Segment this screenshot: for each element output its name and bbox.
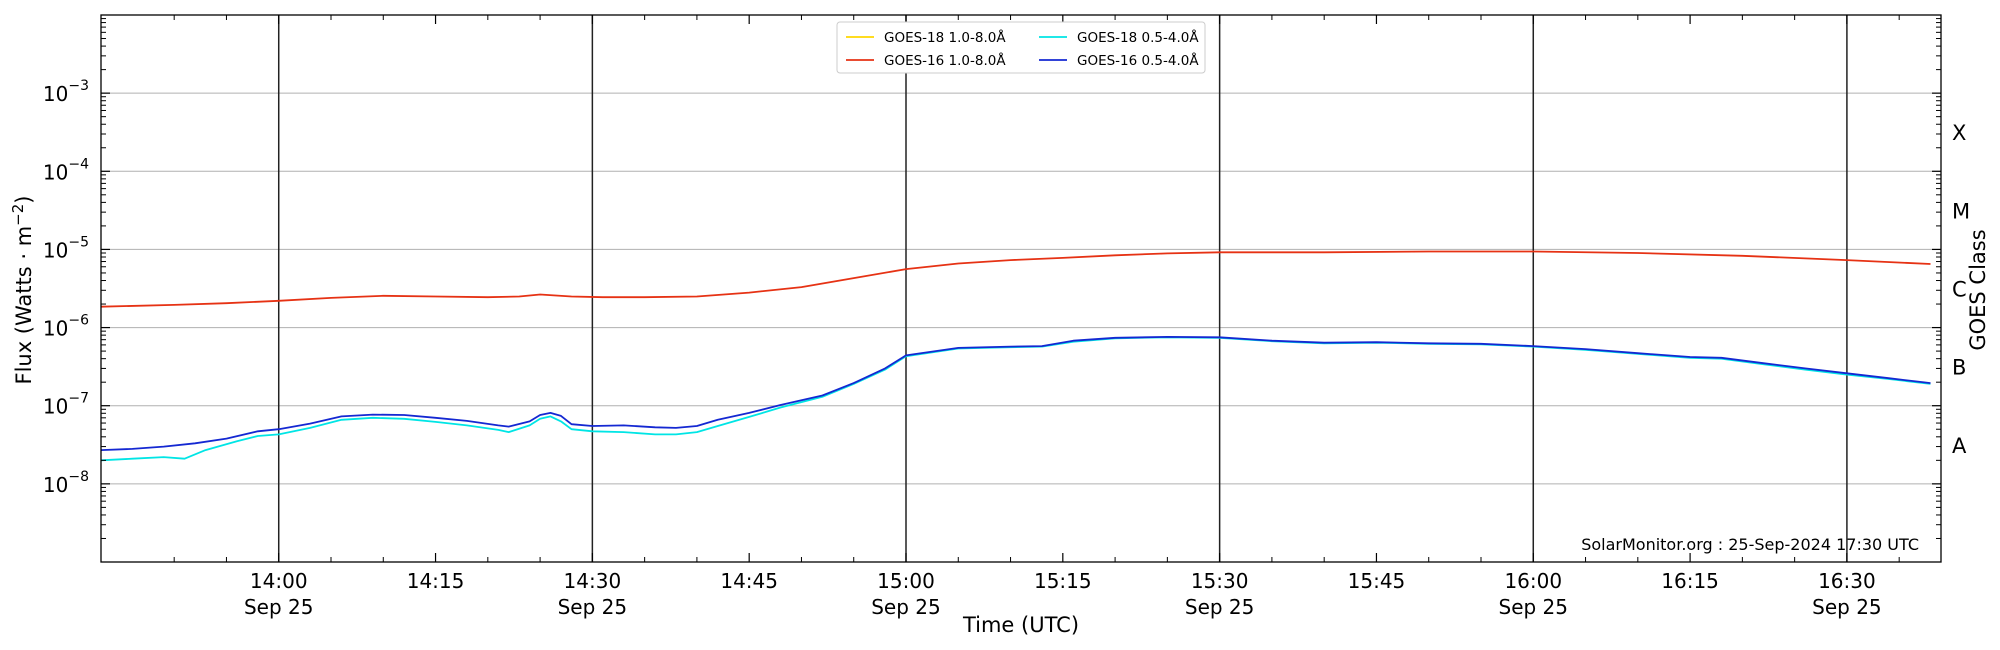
x-axis-title: Time (UTC) bbox=[962, 613, 1079, 637]
watermark: SolarMonitor.org : 25-Sep-2024 17:30 UTC bbox=[1581, 535, 1919, 554]
y-tick-labels: 10−810−710−610−510−410−3 bbox=[43, 78, 89, 497]
y-tick-exponent: −4 bbox=[68, 156, 89, 172]
series-line-2 bbox=[100, 336, 1931, 462]
series-line-1 bbox=[100, 250, 1931, 308]
y-axis-title: Flux (Watts · m−2) bbox=[9, 195, 36, 384]
y-tick-base: 10 bbox=[43, 395, 68, 419]
y-tick-exponent: −8 bbox=[68, 469, 89, 485]
y-axis-title-main: Flux (Watts · m bbox=[12, 226, 36, 385]
legend-box bbox=[836, 21, 1206, 74]
goes-class-labels: A B C M X bbox=[1952, 121, 1970, 458]
y-tick-label: 10−6 bbox=[43, 313, 89, 341]
y-tick-exponent: −3 bbox=[68, 78, 89, 94]
x-tick-label-time: 14:15 bbox=[407, 569, 465, 593]
goes-class-label: C bbox=[1952, 278, 1967, 302]
x-tick-label-date: Sep 25 bbox=[1185, 595, 1255, 619]
y-tick-label: 10−8 bbox=[43, 469, 89, 497]
x-tick-label-date: Sep 25 bbox=[1499, 595, 1569, 619]
y-tick-label: 10−4 bbox=[43, 156, 89, 184]
goes-class-label: X bbox=[1952, 121, 1966, 145]
x-tick-label-date: Sep 25 bbox=[1812, 595, 1882, 619]
y-tick-exponent: −5 bbox=[68, 234, 89, 250]
x-tick-label-date: Sep 25 bbox=[558, 595, 628, 619]
legend: GOES-18 1.0-8.0Å GOES-16 1.0-8.0Å GOES-18 … bbox=[836, 21, 1206, 74]
y-axis-title-end: ) bbox=[12, 195, 36, 203]
x-tick-label-time: 15:30 bbox=[1191, 569, 1249, 593]
x-tick-label-time: 14:00 bbox=[250, 569, 308, 593]
y-tick-label: 10−7 bbox=[43, 391, 89, 419]
x-tick-label-time: 15:15 bbox=[1034, 569, 1092, 593]
y-tick-base: 10 bbox=[43, 160, 68, 184]
legend-label-1: GOES-16 1.0-8.0Å bbox=[884, 52, 1006, 69]
x-tick-label-time: 16:00 bbox=[1504, 569, 1562, 593]
right-axis-title: GOES Class bbox=[1966, 229, 1990, 350]
y-tick-base: 10 bbox=[43, 473, 68, 497]
y-tick-label: 10−3 bbox=[43, 78, 89, 106]
x-tick-label-date: Sep 25 bbox=[871, 595, 941, 619]
x-tick-label-time: 16:15 bbox=[1661, 569, 1719, 593]
x-tick-label-time: 14:45 bbox=[720, 569, 778, 593]
y-tick-base: 10 bbox=[43, 238, 68, 262]
legend-label-3: GOES-16 0.5-4.0Å bbox=[1077, 52, 1199, 69]
series-lines bbox=[100, 250, 1931, 462]
plot-frame bbox=[100, 14, 1942, 563]
x-tick-label-date: Sep 25 bbox=[244, 595, 314, 619]
grid-lines bbox=[101, 92, 1941, 485]
y-tick-base: 10 bbox=[43, 317, 68, 341]
series-line-3 bbox=[100, 336, 1931, 451]
vertical-marker-lines bbox=[277, 15, 1848, 562]
y-tick-exponent: −7 bbox=[68, 391, 89, 407]
legend-label-0: GOES-18 1.0-8.0Å bbox=[884, 29, 1006, 46]
goes-class-label: A bbox=[1952, 434, 1967, 458]
y-tick-label: 10−5 bbox=[43, 234, 89, 262]
x-tick-label-time: 15:45 bbox=[1348, 569, 1406, 593]
x-tick-label-time: 16:30 bbox=[1818, 569, 1876, 593]
goes-class-label: B bbox=[1952, 356, 1966, 380]
goes-class-label: M bbox=[1952, 199, 1970, 223]
y-tick-base: 10 bbox=[43, 82, 68, 106]
axis-ticks bbox=[101, 15, 1941, 562]
x-tick-label-time: 15:00 bbox=[877, 569, 935, 593]
legend-label-2: GOES-18 0.5-4.0Å bbox=[1077, 29, 1199, 46]
y-tick-exponent: −6 bbox=[68, 313, 89, 329]
x-tick-label-time: 14:30 bbox=[564, 569, 622, 593]
y-axis-title-sup: −2 bbox=[9, 204, 27, 226]
